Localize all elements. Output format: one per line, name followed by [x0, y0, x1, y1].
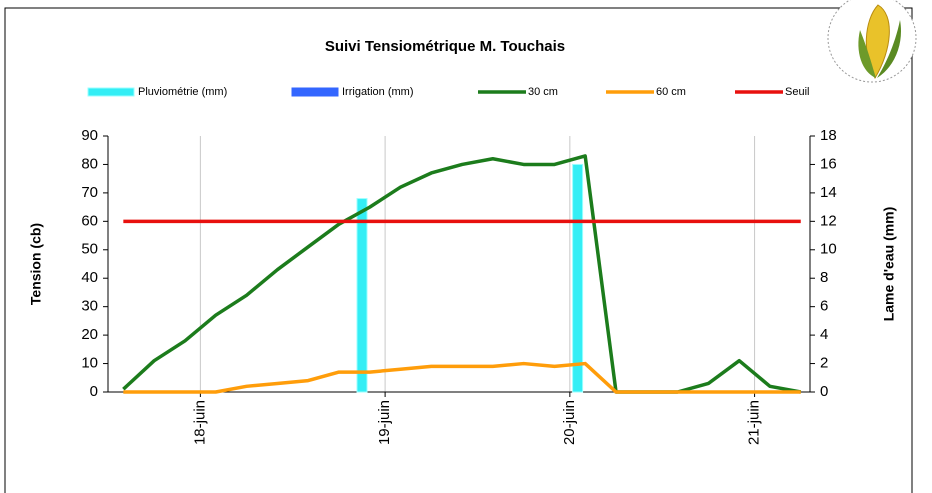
y2-tick-label: 6	[820, 298, 828, 315]
legend-swatch	[292, 88, 338, 96]
y-tick-label: 20	[81, 326, 98, 343]
y2-tick-label: 8	[820, 269, 828, 286]
y-tick-label: 30	[81, 298, 98, 315]
legend-label: 60 cm	[656, 86, 686, 98]
x-tick-label: 20-juin	[561, 400, 578, 445]
legend-label: 30 cm	[528, 86, 558, 98]
bar	[357, 199, 367, 392]
bar	[573, 164, 583, 392]
y-tick-label: 80	[81, 155, 98, 172]
y2-tick-label: 2	[820, 355, 828, 372]
y2-axis-title: Lame d'eau (mm)	[881, 207, 897, 322]
legend-label: Irrigation (mm)	[342, 86, 414, 98]
y-axis-title: Tension (cb)	[28, 223, 44, 305]
y-tick-label: 90	[81, 127, 98, 144]
y-tick-label: 70	[81, 184, 98, 201]
chart-frame	[5, 8, 912, 493]
chart-title: Suivi Tensiométrique M. Touchais	[325, 38, 565, 55]
y2-tick-label: 4	[820, 326, 828, 343]
x-tick-label: 21-juin	[746, 400, 763, 445]
chart: Suivi Tensiométrique M. Touchais Tension…	[0, 0, 932, 493]
y2-tick-label: 0	[820, 383, 828, 400]
y2-tick-label: 10	[820, 241, 837, 258]
y2-tick-label: 14	[820, 184, 837, 201]
y2-tick-label: 18	[820, 127, 837, 144]
y2-tick-label: 16	[820, 155, 837, 172]
y-tick-label: 60	[81, 212, 98, 229]
y-tick-label: 50	[81, 241, 98, 258]
y-tick-label: 40	[81, 269, 98, 286]
legend-label: Seuil	[785, 86, 809, 98]
y-tick-label: 10	[81, 355, 98, 372]
y2-tick-label: 12	[820, 212, 837, 229]
x-tick-label: 18-juin	[191, 400, 208, 445]
legend-swatch	[88, 88, 134, 96]
y-tick-label: 0	[90, 383, 98, 400]
x-tick-label: 19-juin	[376, 400, 393, 445]
legend-label: Pluviométrie (mm)	[138, 86, 227, 98]
